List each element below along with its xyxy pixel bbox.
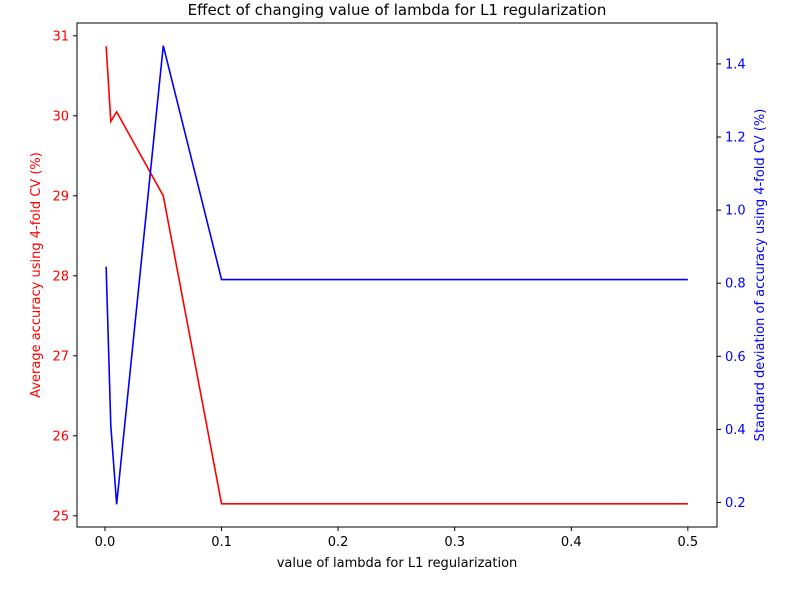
y-left-tick-label: 30 <box>52 109 69 124</box>
y-left-tick-label: 25 <box>52 509 69 524</box>
y-left-tick-label: 27 <box>52 349 69 364</box>
y-left-tick-label: 28 <box>52 269 69 284</box>
y-right-tick-label: 0.4 <box>725 423 746 438</box>
x-tick-label: 0.3 <box>444 535 465 550</box>
y-axis-label-left: Average accuracy using 4-fold CV (%) <box>29 152 44 398</box>
y-left-ticks: 25 26 27 28 29 30 31 <box>52 29 77 524</box>
x-tick-label: 0.5 <box>678 535 699 550</box>
y-right-tick-label: 1.2 <box>725 131 746 146</box>
y-right-ticks: 0.2 0.4 0.6 0.8 1.0 1.2 1.4 <box>717 57 746 511</box>
y-left-tick-label: 26 <box>52 429 69 444</box>
y-right-tick-label: 0.2 <box>725 496 746 511</box>
x-tick-label: 0.0 <box>95 535 116 550</box>
y-right-tick-label: 0.6 <box>725 350 746 365</box>
x-tick-label: 0.2 <box>328 535 349 550</box>
plot-frame <box>76 22 718 528</box>
std-dev-series-line <box>105 45 688 505</box>
y-axis-label-right: Standard deviation of accuracy using 4-f… <box>753 109 768 442</box>
y-right-tick-label: 0.8 <box>725 277 746 292</box>
y-right-tick-label: 1.4 <box>725 57 746 72</box>
x-tick-label: 0.4 <box>561 535 582 550</box>
series-layer <box>105 45 688 505</box>
plot-area <box>76 22 718 528</box>
x-axis-label: value of lambda for L1 regularization <box>277 556 518 571</box>
x-tick-label: 0.1 <box>211 535 232 550</box>
y-left-tick-label: 29 <box>52 189 69 204</box>
y-right-tick-label: 1.0 <box>725 204 746 219</box>
y-left-tick-label: 31 <box>52 29 69 44</box>
chart-title: Effect of changing value of lambda for L… <box>188 1 607 19</box>
x-ticks: 0.0 0.1 0.2 0.3 0.4 0.5 <box>95 527 699 550</box>
accuracy-series-line <box>105 46 688 505</box>
